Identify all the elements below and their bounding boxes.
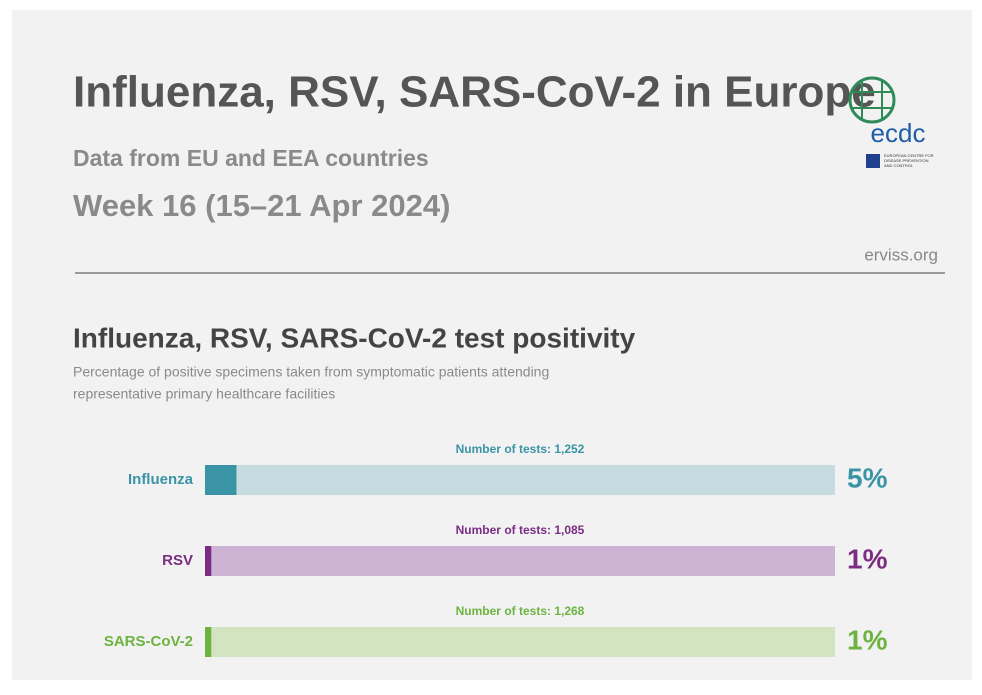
bar	[205, 627, 212, 657]
subtitle: Data from EU and EEA countries	[73, 145, 429, 171]
bar-track	[205, 627, 835, 657]
week: Week 16 (15–21 Apr 2024)	[73, 188, 450, 223]
logo-caption: EUROPEAN CENTRE FOR	[884, 153, 934, 158]
bar-track	[205, 465, 835, 495]
chart-subtitle: Percentage of positive specimens taken f…	[73, 364, 549, 380]
test-count: Number of tests: 1,268	[456, 604, 585, 618]
logo-caption: AND CONTROL	[884, 163, 914, 168]
bar	[205, 546, 212, 576]
source: erviss.org	[864, 245, 938, 264]
value-label: 1%	[847, 543, 888, 574]
main-title: Influenza, RSV, SARS-CoV-2 in Europe	[73, 68, 876, 117]
test-count: Number of tests: 1,085	[456, 523, 585, 537]
category-label: Influenza	[128, 471, 194, 488]
bar-track	[205, 546, 835, 576]
bar	[205, 465, 237, 495]
value-label: 1%	[847, 624, 888, 655]
logo-caption: DISEASE PREVENTION	[884, 158, 929, 163]
logo-grid	[852, 80, 892, 120]
eu-flag	[866, 154, 880, 168]
value-label: 5%	[847, 462, 888, 493]
chart-subtitle: representative primary healthcare facili…	[73, 386, 335, 402]
logo-text: ecdc	[871, 118, 926, 148]
category-label: SARS-CoV-2	[104, 633, 193, 650]
chart-title: Influenza, RSV, SARS-CoV-2 test positivi…	[73, 322, 636, 353]
logo-globe	[848, 76, 896, 124]
category-label: RSV	[162, 552, 193, 569]
test-count: Number of tests: 1,252	[456, 442, 585, 456]
logo: ecdc EUROPEAN CENTRE FOR DISEASE PREVENT…	[848, 76, 934, 168]
